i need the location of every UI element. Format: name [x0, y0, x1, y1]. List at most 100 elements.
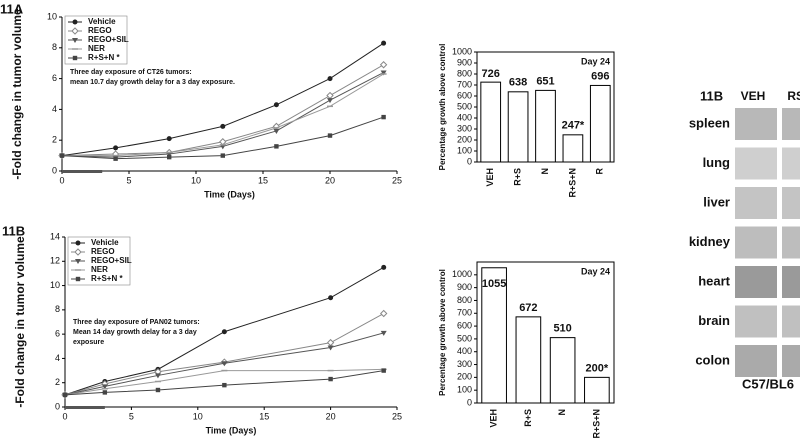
row-label: brain: [698, 313, 730, 328]
y-tick-label: 900: [457, 282, 472, 292]
column-label: RSN: [787, 89, 800, 103]
x-tick-label: 25: [392, 175, 402, 185]
tissue-image: [782, 226, 800, 259]
y-tick-label: 8: [55, 304, 60, 314]
row-label: liver: [703, 194, 730, 209]
x-tick-label: N: [557, 409, 567, 416]
tissue-image: [782, 266, 800, 298]
bar: [480, 81, 502, 163]
y-tick-label: 400: [457, 112, 472, 122]
series-line: [64, 266, 384, 396]
legend-box: [67, 236, 131, 286]
bar: [589, 84, 611, 163]
y-tick-label: 500: [457, 333, 472, 343]
point: [74, 248, 82, 256]
annotation: exposure: [73, 339, 104, 346]
panel-label: 11A: [0, 1, 24, 16]
point: [220, 153, 225, 158]
x-axis-label: Time (Days): [204, 189, 255, 199]
plot-frame: [476, 261, 615, 404]
column-label: VEH: [741, 89, 766, 103]
point: [62, 392, 68, 398]
x-tick-label: VEH: [489, 409, 499, 428]
y-tick-label: 6: [55, 329, 60, 339]
point: [328, 376, 333, 382]
y-tick-label: 4: [52, 104, 57, 114]
annotation: mean 10.7 day growth delay for a 3 day e…: [70, 79, 235, 86]
value-label: 510: [553, 323, 571, 335]
point: [166, 136, 172, 142]
exposure-bar: [65, 406, 105, 409]
point: [75, 276, 81, 282]
row-label: kidney: [689, 234, 731, 249]
point: [102, 390, 108, 395]
y-tick-label: 1000: [452, 46, 472, 56]
point: [167, 154, 172, 160]
y-tick-label: 200: [457, 372, 472, 382]
y-tick-label: 0: [467, 156, 472, 166]
y-tick-label: 300: [457, 359, 472, 369]
value-label: 726: [482, 68, 500, 80]
tissue-image: [782, 187, 800, 219]
y-tick-label: 6: [52, 73, 57, 83]
point: [221, 361, 228, 367]
y-tick-label: 600: [457, 320, 472, 330]
tissue-image: [735, 147, 777, 180]
x-tick-label: 5: [129, 411, 134, 421]
y-tick-label: 1000: [452, 269, 472, 279]
y-tick-label: 300: [457, 123, 472, 133]
exposure-bar: [62, 170, 103, 173]
point: [327, 133, 333, 138]
y-tick-label: 12: [50, 256, 60, 266]
bar: [562, 134, 584, 163]
y-tick-label: 2: [52, 135, 57, 145]
point: [166, 152, 173, 158]
y-tick-label: 500: [457, 101, 472, 111]
point: [380, 309, 388, 318]
x-tick-label: N: [540, 168, 550, 175]
series-line: [64, 368, 384, 396]
panel-label: 11B: [2, 223, 25, 238]
row-label: spleen: [689, 115, 730, 130]
point: [326, 91, 334, 100]
y-tick-label: 0: [55, 401, 60, 411]
x-tick-label: 10: [191, 175, 201, 185]
value-label: 638: [509, 77, 527, 89]
x-tick-label: 15: [259, 411, 269, 421]
point: [327, 345, 334, 351]
bar: [549, 337, 576, 404]
legend-label: Vehicle: [91, 238, 119, 247]
x-tick-label: 10: [193, 411, 203, 421]
x-tick-label: 0: [62, 411, 67, 421]
value-label: 696: [591, 70, 609, 82]
x-tick-label: R+S: [523, 409, 533, 427]
x-axis-label: Time (Days): [206, 425, 257, 435]
point: [273, 102, 279, 108]
annotation: Three day exposure of CT26 tumors:: [70, 69, 192, 76]
point: [328, 295, 334, 301]
point: [72, 38, 78, 43]
point: [222, 382, 227, 388]
annotation: Day 24: [581, 56, 610, 66]
tissue-image: [782, 108, 800, 140]
tissue-image: [782, 147, 800, 180]
y-tick-label: 2: [55, 377, 60, 387]
y-axis-label: -Fold change in tumor volume: [13, 236, 27, 408]
y-tick-label: 900: [457, 57, 472, 67]
point: [273, 128, 280, 134]
x-tick-label: R+S+N: [567, 168, 577, 198]
x-tick-label: 20: [326, 411, 336, 421]
value-label: 200*: [586, 362, 609, 374]
annotation: Three day exposure of PAN02 tumors:: [73, 319, 200, 326]
value-label: 1055: [482, 278, 506, 290]
tissue-image: [782, 345, 800, 377]
point: [381, 368, 386, 373]
y-tick-label: 700: [457, 308, 472, 318]
legend-label: R+S+N *: [91, 274, 123, 283]
x-tick-label: VEH: [485, 168, 495, 187]
point: [101, 384, 108, 390]
point: [219, 144, 226, 150]
footer-label: C57/BL6: [742, 376, 794, 391]
